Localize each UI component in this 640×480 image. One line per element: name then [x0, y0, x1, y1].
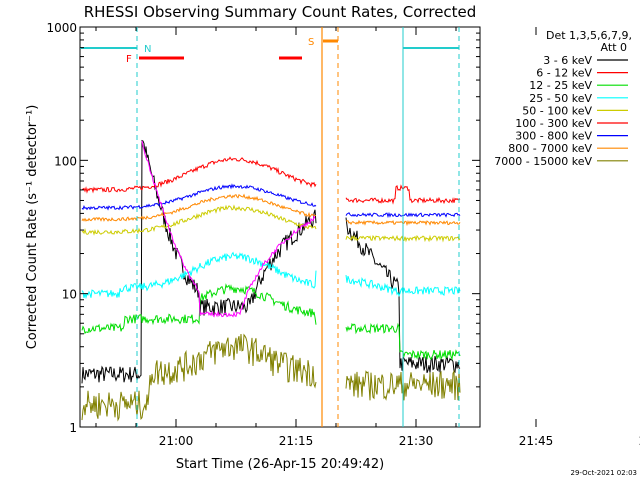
x-tick-label: 21:45 [519, 434, 554, 448]
legend-entry-label: 7000 - 15000 keV [494, 155, 592, 168]
legend-entry-label: 6 - 12 keV [536, 67, 592, 80]
night-label: N [144, 44, 151, 55]
legend-header: Det 1,3,5,6,7,9, [546, 29, 632, 42]
y-tick-label: 100 [54, 154, 77, 168]
y-tick-label: 1000 [46, 21, 77, 35]
legend-entry-label: 100 - 300 keV [515, 117, 592, 130]
plot-frame [79, 26, 481, 428]
legend-entry-label: 12 - 25 keV [529, 79, 592, 92]
annotation-layer [80, 27, 460, 427]
y-tick-label: 1 [69, 421, 77, 435]
legend-entry-label: 3 - 6 keV [543, 54, 592, 67]
legend-entry-label: 300 - 800 keV [515, 130, 592, 143]
legend-entry-label: 800 - 7000 keV [508, 142, 592, 155]
series-layer [81, 139, 461, 422]
y-tick-label: 10 [62, 288, 77, 302]
x-tick-label: 22:00 [639, 434, 640, 448]
x-tick-label: 21:15 [279, 434, 314, 448]
x-tick-label: 21:00 [159, 434, 194, 448]
legend-subheader: Att 0 [601, 41, 627, 54]
legend-entry-label: 50 - 100 keV [522, 104, 592, 117]
saa-label: S [308, 37, 314, 48]
flare-label: F [126, 54, 132, 65]
x-axis-label: Start Time (26-Apr-15 20:49:42) [176, 457, 384, 472]
timestamp: 29-Oct-2021 02:03 [571, 469, 637, 477]
chart-title: RHESSI Observing Summary Count Rates, Co… [84, 3, 477, 21]
x-tick-label: 21:30 [399, 434, 434, 448]
series-line [141, 140, 316, 318]
y-axis-ticks: 1 10 100 1000 [46, 21, 480, 435]
y-axis-label: Corrected Count Rate (s⁻¹ detector⁻¹) [25, 105, 40, 350]
legend-entry-label: 25 - 50 keV [529, 92, 592, 105]
